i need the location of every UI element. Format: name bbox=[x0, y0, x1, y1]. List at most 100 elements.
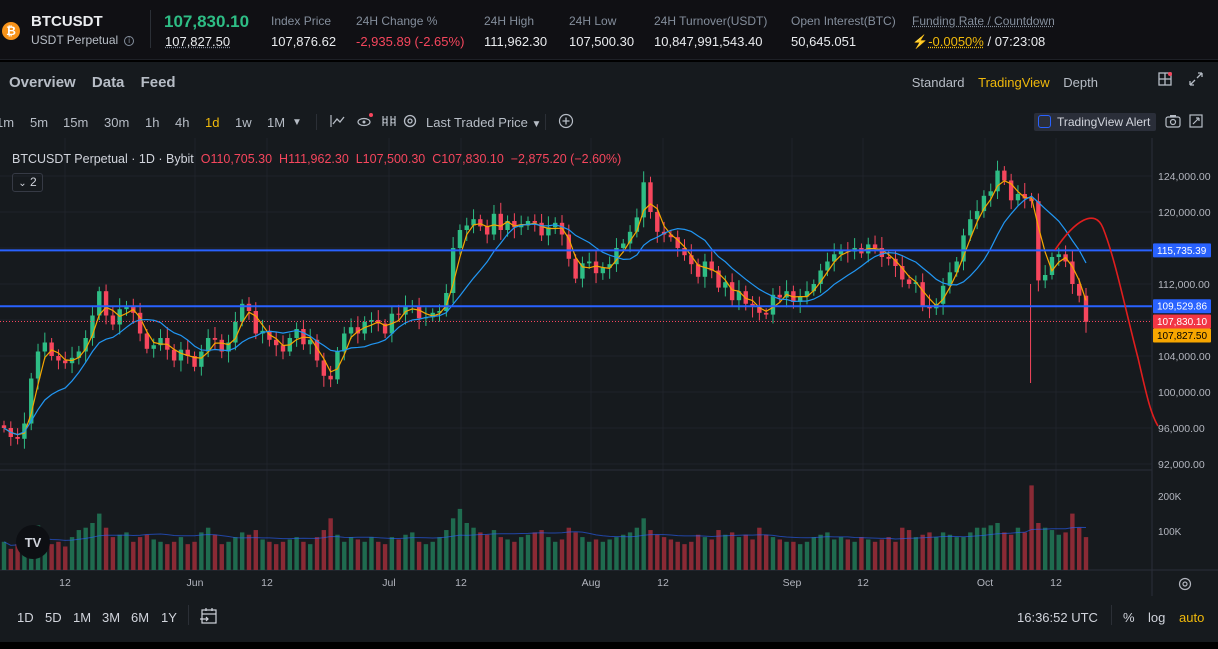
indicators-icon[interactable] bbox=[330, 113, 346, 132]
time-axis-label: Oct bbox=[977, 577, 993, 589]
candle bbox=[484, 226, 490, 235]
volume-bar bbox=[56, 541, 61, 570]
timeframe-dropdown-icon[interactable]: ▼ bbox=[292, 117, 302, 128]
candle bbox=[321, 360, 327, 376]
candle bbox=[968, 219, 973, 236]
ma-short-line bbox=[3, 180, 1087, 436]
candle bbox=[253, 311, 258, 334]
info-icon[interactable]: i bbox=[124, 36, 135, 46]
range-1Y[interactable]: 1Y bbox=[161, 610, 177, 625]
stat-funding-rate[interactable]: Funding Rate / Countdown ⚡-0.0050% / 07:… bbox=[912, 14, 1055, 50]
volume-bar bbox=[852, 541, 857, 570]
candle bbox=[1002, 170, 1007, 181]
view-switcher: Standard TradingView Depth bbox=[902, 75, 1098, 90]
add-plus-icon[interactable] bbox=[558, 113, 574, 132]
volume-bar bbox=[716, 530, 721, 570]
candle bbox=[675, 237, 680, 248]
candle bbox=[763, 312, 769, 315]
tradingview-alert-button[interactable]: TradingView Alert bbox=[1034, 113, 1157, 131]
volume-bar bbox=[165, 544, 170, 570]
tab-overview[interactable]: Overview bbox=[9, 74, 76, 91]
range-1M[interactable]: 1M bbox=[73, 610, 92, 625]
range-6M[interactable]: 6M bbox=[131, 610, 150, 625]
candle bbox=[886, 257, 891, 259]
candle bbox=[212, 338, 218, 340]
layout-grid-icon[interactable] bbox=[1157, 72, 1173, 88]
timeframe-30m[interactable]: 30m bbox=[104, 115, 130, 130]
volume-bar bbox=[818, 534, 823, 570]
candle bbox=[471, 219, 476, 226]
compare-icon[interactable] bbox=[356, 113, 374, 132]
volume-bar bbox=[1070, 513, 1075, 570]
price-chart[interactable]: 124,000.00120,000.00116,000.00112,000.00… bbox=[0, 138, 1218, 596]
timeframe-5m[interactable]: 5m bbox=[30, 115, 49, 130]
volume-bar bbox=[110, 537, 116, 570]
volume-bar bbox=[695, 534, 701, 570]
timeframe-4h[interactable]: 4h bbox=[175, 115, 190, 130]
timeframe-1M[interactable]: 1M bbox=[267, 115, 286, 130]
volume-bar bbox=[137, 537, 143, 570]
log-toggle[interactable]: log bbox=[1148, 610, 1166, 625]
price-tag bbox=[1153, 299, 1211, 314]
timeframe-1m[interactable]: 1m bbox=[0, 115, 15, 130]
candle bbox=[1056, 254, 1061, 257]
fullscreen-icon[interactable] bbox=[1188, 72, 1204, 88]
volume-bar bbox=[729, 532, 735, 570]
candle bbox=[103, 291, 109, 316]
templates-icon[interactable] bbox=[381, 113, 397, 132]
percent-toggle[interactable]: % bbox=[1123, 610, 1135, 625]
mark-price[interactable]: 107,827.50 bbox=[165, 34, 231, 49]
stat-index-price: Index Price 107,876.62 bbox=[271, 14, 336, 49]
timeframe-1d[interactable]: 1d bbox=[205, 115, 220, 130]
legend-change: −2,875.20 (−2.60%) bbox=[510, 152, 622, 166]
range-5D[interactable]: 5D bbox=[45, 610, 62, 625]
candle bbox=[396, 313, 401, 315]
chevron-down-icon: ▼ bbox=[531, 119, 542, 130]
volume-bar bbox=[832, 539, 837, 570]
price-tag bbox=[1153, 243, 1211, 258]
view-depth[interactable]: Depth bbox=[1063, 75, 1098, 90]
range-1D[interactable]: 1D bbox=[17, 610, 34, 625]
legend-high: H111,962.30 bbox=[279, 152, 349, 166]
settings-gear-icon[interactable] bbox=[402, 113, 418, 132]
view-tradingview[interactable]: TradingView bbox=[978, 75, 1050, 90]
price-source-select[interactable]: Last Traded Price ▼ bbox=[426, 115, 541, 130]
time-axis-label: Sep bbox=[783, 577, 802, 589]
volume-bar bbox=[559, 539, 565, 570]
volume-bar bbox=[546, 537, 551, 570]
camera-icon[interactable] bbox=[1165, 114, 1181, 131]
candle bbox=[246, 303, 252, 311]
candle bbox=[655, 212, 660, 232]
stat-open-interest: Open Interest(BTC) 50,645.051 bbox=[791, 14, 896, 49]
auto-toggle[interactable]: auto bbox=[1179, 610, 1205, 625]
price-axis-label: 92,000.00 bbox=[1158, 459, 1205, 471]
volume-bar bbox=[219, 544, 224, 570]
volume-bar bbox=[518, 537, 524, 570]
volume-bar bbox=[879, 539, 885, 570]
expand-icon[interactable] bbox=[1189, 114, 1203, 131]
candle bbox=[743, 291, 748, 304]
view-standard[interactable]: Standard bbox=[911, 75, 965, 90]
candle bbox=[716, 270, 721, 288]
volume-bar bbox=[287, 539, 293, 570]
candle bbox=[199, 351, 204, 367]
candle bbox=[192, 356, 197, 367]
timeframe-15m[interactable]: 15m bbox=[63, 115, 89, 130]
chevron-down-icon: ⌄ bbox=[18, 178, 27, 189]
timeframe-1h[interactable]: 1h bbox=[145, 115, 160, 130]
volume-bar bbox=[797, 544, 803, 570]
candle bbox=[832, 254, 837, 262]
date-range-icon[interactable] bbox=[199, 606, 219, 629]
tab-data[interactable]: Data bbox=[91, 74, 125, 91]
range-3M[interactable]: 3M bbox=[102, 610, 121, 625]
utc-time[interactable]: 16:36:52 UTC bbox=[1017, 610, 1098, 625]
tab-feed[interactable]: Feed bbox=[140, 74, 176, 91]
volume-bar bbox=[1036, 523, 1041, 570]
lightning-icon: ⚡ bbox=[912, 34, 929, 49]
indicator-collapse-button[interactable]: ⌄ 2 bbox=[12, 173, 43, 192]
volume-bar bbox=[1002, 532, 1007, 570]
volume-bar bbox=[961, 537, 966, 570]
timeframe-1w[interactable]: 1w bbox=[235, 115, 252, 130]
symbol-name[interactable]: BTCUSDT bbox=[31, 13, 103, 30]
chart-canvas[interactable]: 124,000.00120,000.00116,000.00112,000.00… bbox=[0, 138, 1218, 596]
